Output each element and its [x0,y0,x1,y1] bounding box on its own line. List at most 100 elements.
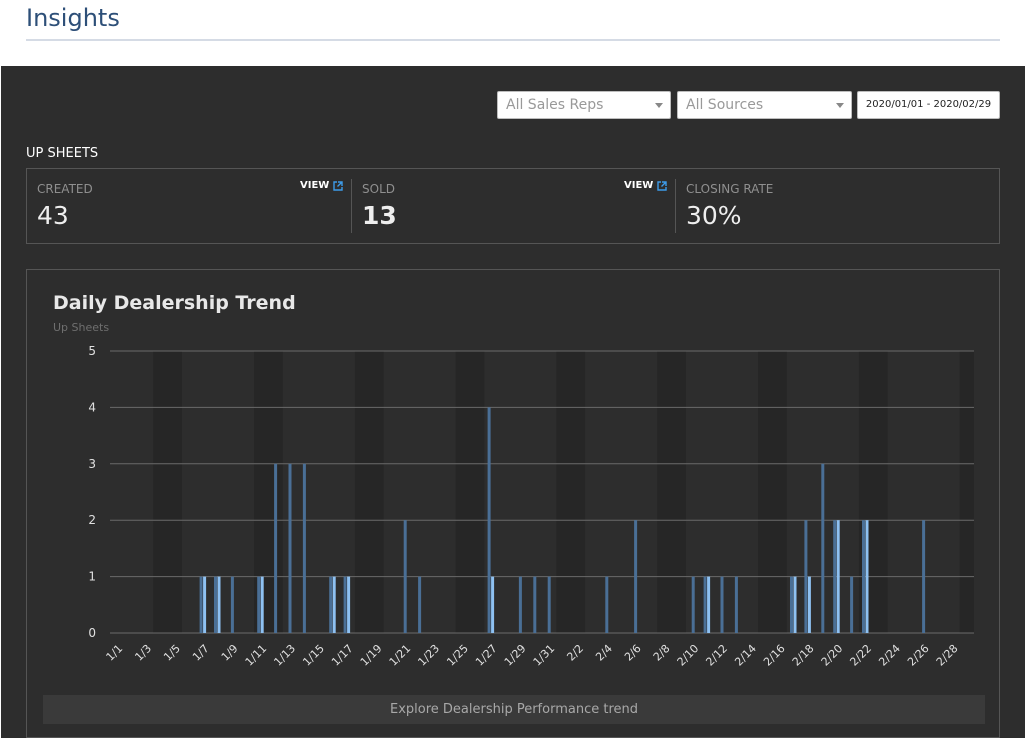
stat-divider [675,179,676,233]
bar [343,576,347,633]
bar [487,407,491,633]
bar [332,576,336,633]
sources-select[interactable]: All Sources [677,91,852,119]
weekend-band [153,351,182,633]
bar [634,520,638,633]
sources-select-value: All Sources [686,97,764,113]
bar [403,520,407,633]
created-view-label: VIEW [300,180,330,191]
x-tick-label: 2/8 [651,642,673,664]
y-tick-label: 5 [88,344,96,358]
x-tick-label: 1/9 [219,642,241,664]
bar [804,520,808,633]
weekend-band [556,351,586,633]
x-tick-label: 2/10 [675,642,702,669]
bar [302,463,306,633]
x-tick-label: 2/6 [622,642,644,664]
daily-trend-chart-card: 0 1 2 3 4 5 1/1 1/3 1/5 1/7 1/9 1/11 1/13 1/15 1/17 1/1… [26,269,1000,738]
stat-divider [351,179,352,233]
bar [821,463,825,633]
created-label: CREATED [37,182,93,196]
bar [865,520,869,633]
x-tick-label: 2/4 [593,642,615,664]
x-tick-label: 1/23 [415,642,442,669]
x-tick-label: 2/2 [564,642,586,664]
bar [347,576,351,633]
x-tick-label: 2/14 [732,642,759,669]
y-tick-label: 1 [88,570,96,584]
chevron-down-icon [836,103,844,108]
header-divider [26,39,1000,41]
weekend-band [959,351,974,633]
sold-stat: SOLD 13 VIEW [352,169,675,243]
x-tick-label: 2/16 [761,642,788,669]
sold-view-label: VIEW [624,180,654,191]
closing-rate-label: CLOSING RATE [686,182,774,196]
created-view-link[interactable]: VIEW [300,180,344,191]
bar [605,576,609,633]
external-link-icon [333,180,344,191]
external-link-icon [657,180,668,191]
x-tick-label: 2/26 [905,642,932,669]
bar [203,576,207,633]
bar [418,576,422,633]
x-tick-label: 1/13 [271,642,298,669]
bar [922,520,926,633]
sold-value: 13 [362,201,397,230]
x-tick-label: 1/31 [531,642,558,669]
bar [533,576,537,633]
bar [707,576,711,633]
x-tick-label: 2/12 [703,642,730,669]
x-tick-label: 2/18 [790,642,817,669]
x-tick-label: 1/29 [502,642,529,669]
x-tick-label: 1/19 [358,642,385,669]
x-tick-label: 1/5 [161,642,183,664]
bar [790,576,793,633]
bar [217,576,221,633]
sold-view-link[interactable]: VIEW [624,180,668,191]
bar [862,520,865,633]
bar [720,576,724,633]
weekend-band [758,351,787,633]
y-tick-label: 2 [88,513,96,527]
bar [518,576,522,633]
x-tick-label: 1/17 [329,642,356,669]
y-tick-label: 3 [88,457,96,471]
bar [491,576,495,633]
sold-label: SOLD [362,182,395,196]
bar [257,576,261,633]
x-tick-label: 1/25 [444,642,471,669]
bar [288,463,292,633]
x-tick-label: 1/1 [104,642,126,664]
x-tick-label: 1/11 [243,642,270,669]
weekend-band [455,351,485,633]
bar [547,576,551,633]
bar [850,576,854,633]
bar [807,576,811,633]
created-value: 43 [37,201,69,230]
bar [230,576,234,633]
bar [734,576,738,633]
explore-performance-button[interactable]: Explore Dealership Performance trend [43,695,985,724]
bar [329,576,333,633]
page-title: Insights [26,4,120,32]
bar [833,520,837,633]
closing-rate-stat: CLOSING RATE 30% [676,169,999,243]
chart-y-axis-label: Up Sheets [53,321,110,334]
x-tick-label: 1/21 [387,642,414,669]
up-sheets-stats: CREATED 43 VIEW SOLD 13 VIEW [26,168,1000,244]
weekend-band [354,351,384,633]
chart-title: Daily Dealership Trend [53,292,296,314]
y-tick-label: 0 [88,626,96,640]
weekend-band [657,351,686,633]
bar [793,576,797,633]
sales-reps-select[interactable]: All Sales Reps [497,91,671,119]
date-range-input[interactable]: 2020/01/01 - 2020/02/29 [857,91,1000,119]
chevron-down-icon [655,103,663,108]
x-tick-label: 2/24 [876,642,903,669]
x-tick-label: 2/22 [847,642,874,669]
bar [214,576,217,633]
up-sheets-heading: UP SHEETS [26,146,99,161]
x-tick-label: 2/20 [819,642,846,669]
closing-rate-value: 30% [686,201,742,230]
